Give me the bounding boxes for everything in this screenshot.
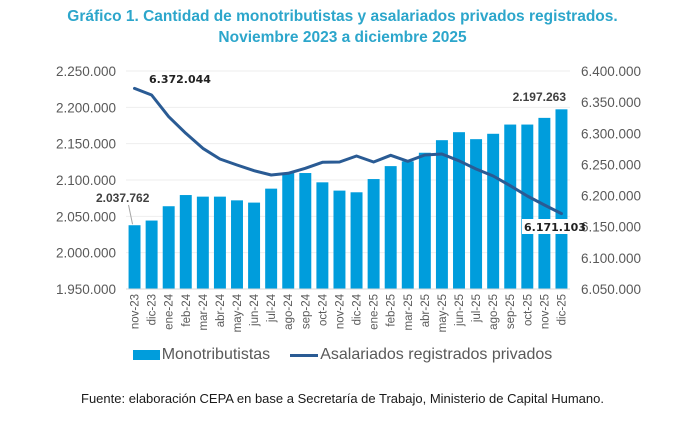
right-axis-tick-label: 6.400.000 [581, 64, 641, 79]
bar [504, 124, 517, 290]
x-axis-tick-label: nov-23 [130, 294, 142, 329]
left-axis-tick-label: 2.100.000 [56, 173, 116, 188]
bar [231, 200, 243, 289]
x-axis-tick-label: dic-23 [147, 294, 159, 325]
x-axis-tick-label: may-24 [232, 293, 244, 332]
bar [145, 220, 158, 289]
x-axis-tick-label: dic-24 [352, 293, 364, 325]
bar [401, 161, 414, 289]
legend-item-asalariados: Asalariados registrados privados [290, 346, 552, 364]
left-axis: 1.950.000 2.000.000 2.050.000 2.100.000 2.15… [56, 64, 116, 297]
bar [435, 140, 448, 289]
right-axis-tick-label: 6.200.000 [581, 189, 641, 204]
right-axis-tick-label: 6.250.000 [581, 157, 641, 172]
bar [282, 172, 295, 289]
x-axis-tick-label: jun-25 [454, 294, 466, 327]
data-label-last-line: 6.171.103 [524, 221, 586, 234]
legend-label-monotributistas: Monotributistas [161, 346, 271, 363]
bar [418, 152, 431, 289]
left-axis-tick-label: 2.250.000 [56, 64, 116, 79]
line-path [133, 86, 563, 216]
right-axis-tick-label: 6.100.000 [581, 251, 641, 266]
bar [213, 196, 226, 289]
bar [196, 196, 209, 289]
bar [333, 190, 346, 289]
bar [470, 139, 483, 289]
bar [248, 202, 261, 289]
x-axis-tick-label: ene-25 [369, 294, 381, 330]
data-label-first-bar: 2.037.762 [96, 191, 150, 205]
left-axis-tick-label: 2.000.000 [56, 246, 116, 261]
bar [128, 225, 141, 289]
x-axis-tick-label: ago-24 [283, 293, 295, 329]
chart-title: Gráfico 1. Cantidad de monotributistas y… [0, 6, 685, 48]
x-axis-tick-label: mar-25 [403, 294, 415, 330]
bar [367, 179, 380, 289]
x-axis-tick-label: mar-24 [198, 293, 210, 330]
bar [384, 166, 397, 289]
left-axis-tick-label: 2.150.000 [56, 137, 116, 152]
x-axis-tick-label: abr-25 [420, 294, 432, 327]
x-axis-tick-label: may-25 [437, 294, 449, 332]
x-axis-tick-label: feb-25 [386, 294, 398, 327]
bar [299, 173, 312, 289]
data-label-background [522, 219, 580, 234]
data-labels: 2.037.762 2.197.263 6.372.044 6.171.103 [96, 73, 586, 234]
x-axis-tick-label: feb-24 [181, 293, 193, 326]
right-axis-tick-label: 6.050.000 [581, 282, 641, 297]
legend-bar-swatch [132, 350, 160, 360]
x-axis: nov-23 dic-23 ene-24 feb-24 mar-24 abr-24 may-… [126, 288, 570, 332]
right-axis-tick-label: 6.350.000 [581, 95, 641, 110]
chart-title-line1: Gráfico 1. Cantidad de monotributistas y… [67, 8, 618, 25]
left-axis-tick-label: 1.950.000 [56, 282, 116, 297]
left-axis-tick-label: 2.050.000 [56, 209, 116, 224]
x-axis-tick-label: jul-25 [471, 294, 483, 323]
bar [487, 133, 500, 289]
data-label-last-bar: 2.197.263 [513, 90, 567, 104]
bar [265, 188, 278, 289]
bar [162, 206, 175, 289]
bar [179, 195, 192, 289]
x-axis-tick-label: ene-24 [164, 293, 176, 329]
chart-title-line2: Noviembre 2023 a diciembre 2025 [218, 29, 467, 46]
leader-line [128, 204, 134, 225]
line-series [133, 86, 563, 216]
x-axis-tick-label: oct-25 [522, 294, 534, 326]
x-axis-tick-label: nov-24 [334, 293, 346, 329]
x-axis-tick-label: jul-24 [266, 293, 278, 323]
chart-canvas: 1.950.000 2.000.000 2.050.000 2.100.000 2.15… [56, 64, 641, 332]
gridlines [126, 70, 570, 290]
x-axis-tick-label: ago-25 [488, 294, 500, 330]
bar [453, 132, 465, 289]
legend-item-monotributistas: Monotributistas [132, 346, 271, 364]
bar [555, 109, 568, 289]
x-axis-tick-label: sep-25 [505, 294, 517, 329]
right-axis-tick-label: 6.150.000 [581, 220, 641, 235]
legend: Monotributistas Asalariados registrados … [0, 346, 685, 364]
bar [316, 182, 329, 289]
legend-label-asalariados: Asalariados registrados privados [320, 346, 553, 363]
left-axis-tick-label: 2.200.000 [56, 100, 116, 115]
bar [350, 192, 363, 289]
data-label-first-line: 6.372.044 [149, 73, 211, 86]
bars-series [128, 109, 568, 290]
x-axis-tick-label: jun-24 [249, 293, 261, 327]
legend-line-swatch [290, 353, 319, 357]
bar [521, 124, 534, 290]
x-axis-tick-label: dic-25 [556, 294, 568, 325]
right-axis-tick-label: 6.300.000 [581, 126, 641, 141]
x-axis-tick-label: sep-24 [300, 293, 312, 329]
source-note: Fuente: elaboración CEPA en base a Secre… [81, 391, 604, 406]
x-axis-tick-label: nov-25 [539, 294, 551, 329]
x-axis-tick-label: oct-24 [317, 293, 329, 326]
x-axis-tick-label: abr-24 [215, 293, 227, 327]
right-axis: 6.050.000 6.100.000 6.150.000 6.200.000 6.25… [581, 64, 641, 297]
